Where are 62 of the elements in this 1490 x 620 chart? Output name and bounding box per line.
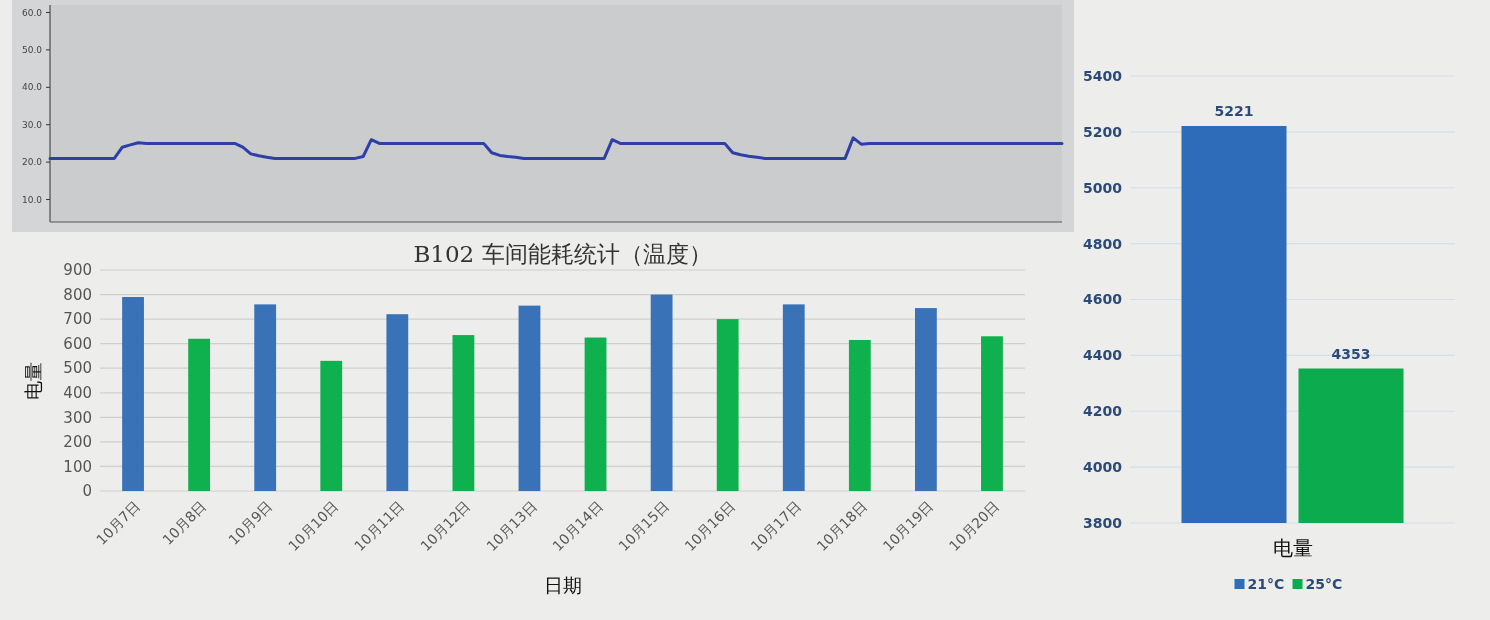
bar (254, 304, 277, 491)
bar (518, 305, 541, 491)
bar (386, 314, 409, 491)
y-tick-label: 700 (63, 310, 92, 329)
y-tick-label: 5000 (1083, 179, 1123, 196)
x-tick-label: 10月14日 (549, 497, 606, 555)
y-tick-label: 5200 (1083, 123, 1123, 140)
x-axis-title: 日期 (543, 574, 582, 596)
bar (188, 338, 211, 491)
legend-label: 25°C (1305, 576, 1343, 592)
data-label: 4353 (1331, 345, 1371, 362)
y-tick-label: 0 (82, 482, 92, 501)
x-tick-label: 10月9日 (225, 497, 276, 548)
y-tick-label: 4400 (1083, 347, 1123, 364)
y-tick-label: 4000 (1083, 459, 1123, 476)
legend-label: 21°C (1247, 576, 1285, 592)
line-series (48, 136, 1064, 160)
x-tick-label: 10月18日 (813, 497, 870, 555)
bar (848, 339, 871, 491)
bar (782, 304, 805, 491)
bar (650, 294, 673, 491)
y-tick-label: 500 (63, 359, 92, 378)
data-label: 5221 (1214, 103, 1254, 120)
y-tick-label: 40.0 (21, 82, 43, 93)
y-tick-label: 60.0 (21, 7, 43, 18)
bar (122, 297, 144, 491)
chart-title: B102 车间能耗统计（温度） (413, 241, 712, 267)
y-tick-label: 10.0 (21, 194, 43, 205)
bar (914, 308, 937, 491)
bar (716, 319, 739, 491)
x-tick-label: 电量 (1272, 536, 1313, 560)
y-tick-label: 900 (63, 261, 92, 280)
y-tick-label: 30.0 (21, 119, 43, 130)
y-tick-label: 100 (63, 457, 92, 476)
y-tick-label: 800 (63, 285, 92, 304)
y-tick-label: 200 (63, 433, 92, 452)
bar (981, 336, 1003, 491)
bar (452, 335, 475, 491)
x-tick-label: 10月12日 (417, 497, 474, 555)
x-tick-label: 10月15日 (615, 497, 672, 555)
y-tick-label: 4600 (1083, 291, 1123, 308)
bar (584, 337, 607, 491)
y-tick-label: 300 (63, 408, 92, 427)
y-tick-label: 4800 (1083, 235, 1123, 252)
x-tick-label: 10月17日 (747, 497, 804, 555)
x-tick-label: 10月19日 (879, 497, 937, 555)
x-tick-label: 10月11日 (351, 497, 408, 555)
bar (320, 360, 343, 491)
x-tick-label: 10月10日 (285, 497, 342, 555)
x-tick-label: 10月20日 (945, 497, 1003, 555)
y-tick-label: 600 (63, 334, 92, 353)
x-tick-label: 10月13日 (483, 497, 540, 555)
y-tick-label: 50.0 (21, 45, 43, 56)
y-axis-title: 电量 (22, 361, 44, 400)
y-tick-label: 20.0 (21, 157, 43, 168)
x-tick-label: 10月16日 (681, 497, 738, 555)
y-tick-label: 4200 (1083, 403, 1123, 420)
y-tick-label: 5400 (1083, 67, 1123, 84)
x-tick-label: 10月8日 (159, 497, 210, 548)
y-tick-label: 3800 (1083, 514, 1123, 531)
x-tick-label: 10月7日 (93, 497, 144, 548)
y-tick-label: 400 (63, 384, 92, 403)
